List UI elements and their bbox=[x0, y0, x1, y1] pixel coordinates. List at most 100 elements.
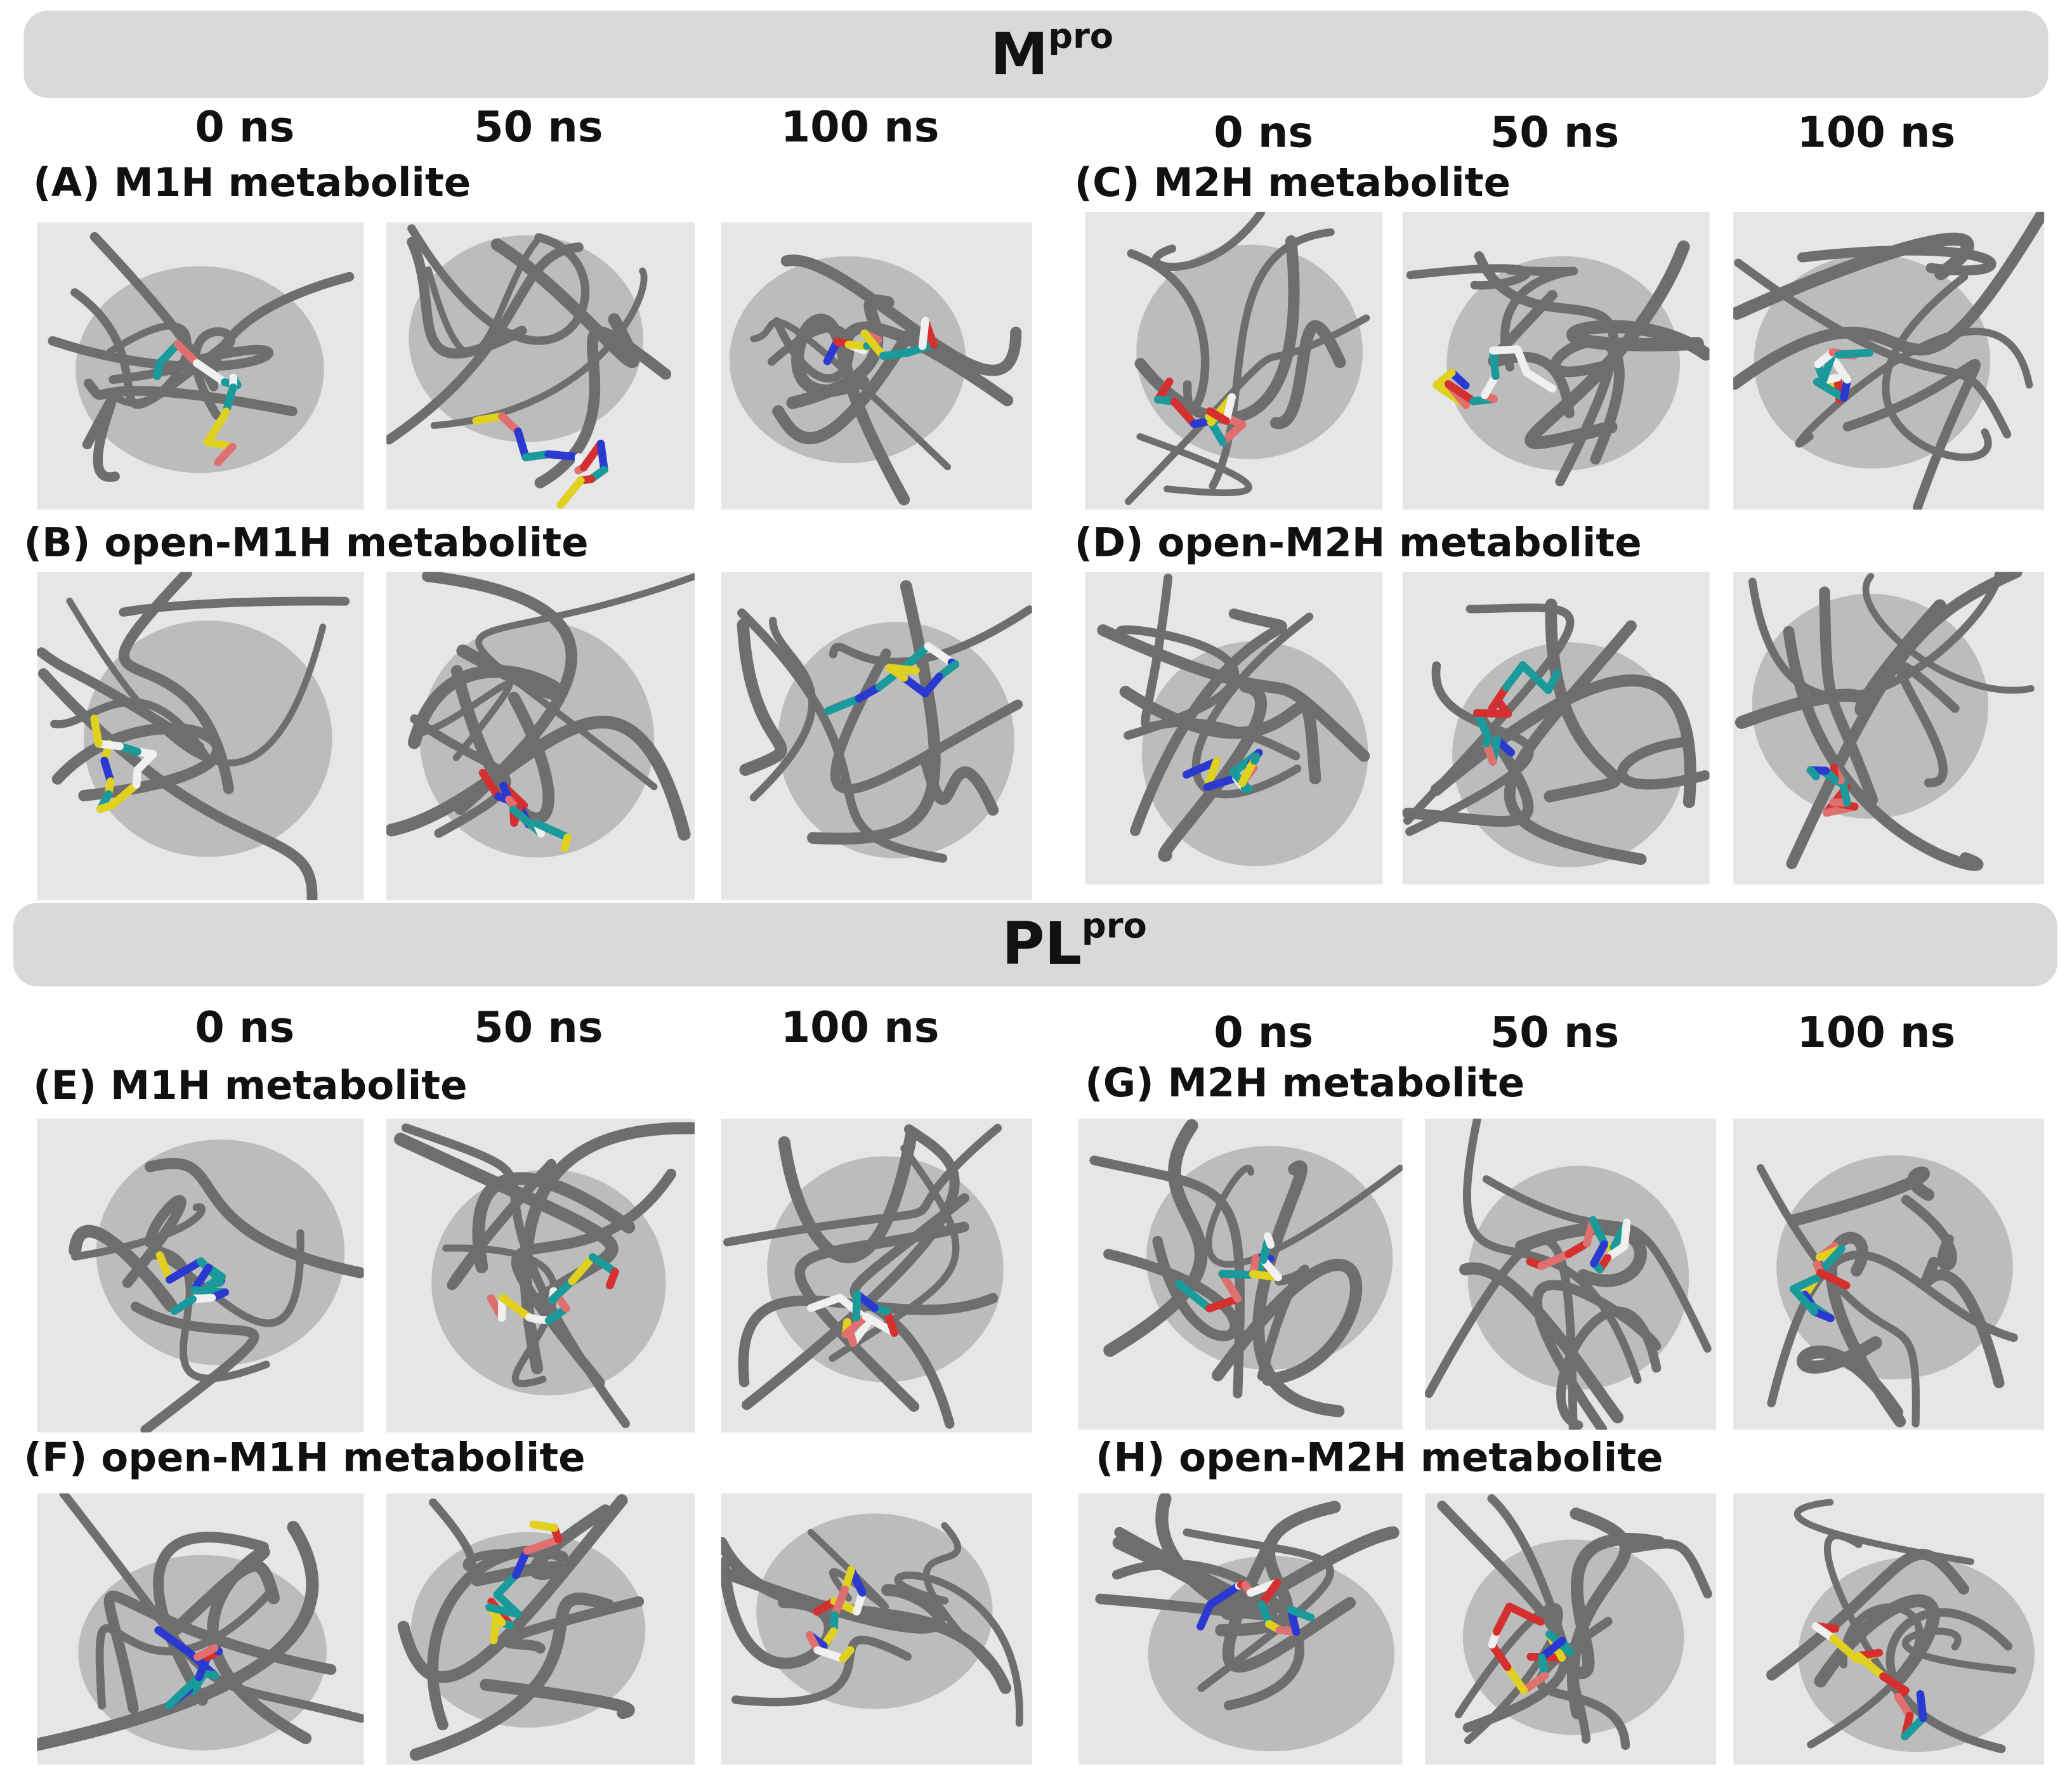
ligand-bond bbox=[1620, 1218, 1631, 1251]
ribbon bbox=[772, 330, 914, 445]
ribbon bbox=[1783, 626, 1984, 871]
structure-snapshot bbox=[1402, 211, 1710, 510]
ligand-bond bbox=[1218, 1270, 1254, 1279]
ribbon bbox=[1136, 433, 1252, 497]
ribbon bbox=[1567, 1508, 1632, 1719]
structure-snapshot bbox=[37, 222, 364, 510]
ligand-bond bbox=[1505, 1602, 1545, 1626]
ligand-bond bbox=[1523, 368, 1557, 393]
ligand-bond bbox=[529, 1520, 558, 1532]
ligand-bond bbox=[166, 1257, 205, 1284]
ligand-bond bbox=[472, 412, 506, 425]
ligand-bond bbox=[1854, 1652, 1887, 1681]
ribbon bbox=[750, 319, 952, 471]
ribbon bbox=[145, 1158, 364, 1278]
ribbon bbox=[147, 1229, 305, 1327]
structure-snapshot bbox=[1733, 211, 2045, 510]
panel-label: (G) M2H metabolite bbox=[1085, 1060, 1524, 1106]
title-main: M bbox=[990, 20, 1048, 88]
time-label: 0 ns bbox=[195, 102, 294, 152]
ribbon bbox=[1504, 620, 1647, 865]
ribbon bbox=[1842, 359, 1981, 510]
ligand-bond bbox=[900, 673, 929, 698]
ribbon bbox=[475, 573, 695, 791]
surface bbox=[1446, 256, 1681, 471]
ribbon bbox=[1112, 1493, 1242, 1614]
ligand-bond bbox=[1203, 773, 1240, 791]
ligand-bond bbox=[836, 1293, 869, 1322]
ligand-bond bbox=[1473, 709, 1512, 718]
ribbon bbox=[1183, 1528, 1334, 1692]
structure-snapshot bbox=[1078, 1493, 1403, 1765]
structure-snapshot bbox=[1733, 572, 2045, 884]
ribbon bbox=[1793, 1499, 1974, 1565]
ligand-bond bbox=[173, 340, 201, 367]
ligand-bond bbox=[596, 440, 608, 474]
ribbon bbox=[1097, 624, 1370, 762]
ribbon bbox=[71, 1203, 206, 1261]
ribbon bbox=[1786, 572, 2023, 869]
ribbon bbox=[118, 572, 234, 794]
ribbon bbox=[1127, 249, 1210, 412]
ligand-bond bbox=[108, 780, 141, 810]
ligand-bond bbox=[1790, 1285, 1818, 1316]
ribbon bbox=[731, 1635, 912, 1707]
ligand-bond bbox=[839, 1646, 855, 1663]
ligand-bond bbox=[523, 1535, 563, 1555]
ligand-bond bbox=[493, 1591, 523, 1619]
ribbon bbox=[450, 665, 554, 825]
ribbon bbox=[472, 1172, 636, 1273]
ligand-bond bbox=[556, 476, 585, 509]
surface bbox=[96, 1139, 345, 1366]
ribbon bbox=[1616, 736, 1710, 790]
ligand-bond bbox=[1829, 1634, 1861, 1664]
ribbon bbox=[749, 617, 816, 802]
ribbon bbox=[1257, 1265, 1310, 1381]
ribbon bbox=[169, 1560, 280, 1636]
structure-snapshot bbox=[1078, 1119, 1403, 1430]
ligand-bond bbox=[170, 1295, 197, 1315]
ribbon bbox=[480, 1678, 635, 1719]
ribbon bbox=[1130, 608, 1287, 836]
ligand-bond bbox=[852, 1290, 862, 1322]
panel-label: (A) M1H metabolite bbox=[33, 159, 471, 206]
time-label: 0 ns bbox=[1214, 1008, 1313, 1057]
ligand-bond bbox=[1502, 661, 1527, 692]
ligand-bond bbox=[155, 1251, 174, 1284]
ligand-bond bbox=[1170, 397, 1198, 428]
ligand-bond bbox=[1257, 1578, 1282, 1608]
ribbon bbox=[1211, 1258, 1363, 1386]
ligand-bond bbox=[830, 1585, 849, 1619]
ribbon bbox=[1459, 1262, 1624, 1424]
panel-label: (E) M1H metabolite bbox=[33, 1062, 467, 1108]
ribbon bbox=[421, 572, 577, 815]
ribbon bbox=[1134, 235, 1300, 424]
ribbon bbox=[1625, 1539, 1712, 1599]
ligand-bond bbox=[90, 714, 103, 748]
ribbon bbox=[894, 1572, 1023, 1727]
snapshot-bg bbox=[1733, 572, 2045, 884]
ribbon bbox=[922, 1521, 1001, 1678]
ligand-bond bbox=[807, 1293, 844, 1312]
ribbon bbox=[737, 619, 787, 776]
title-sup: pro bbox=[1048, 16, 1113, 56]
ligand-bond bbox=[222, 383, 237, 416]
ribbon bbox=[1550, 336, 1625, 465]
ribbon bbox=[407, 644, 567, 749]
structure-snapshot bbox=[386, 222, 695, 510]
structure-snapshot bbox=[1733, 1119, 2045, 1430]
ligand-bond bbox=[605, 1268, 619, 1290]
structure-snapshot bbox=[1085, 572, 1383, 884]
ligand-bond bbox=[1175, 1280, 1214, 1313]
time-label: 50 ns bbox=[1490, 1008, 1619, 1057]
ligand-bond bbox=[823, 694, 863, 715]
ribbon bbox=[1524, 240, 1690, 449]
time-label: 100 ns bbox=[781, 1002, 940, 1052]
structure-snapshot bbox=[1402, 572, 1710, 884]
ribbon bbox=[723, 1124, 1002, 1247]
ribbon bbox=[1115, 625, 1240, 740]
ligand-bond bbox=[1816, 1268, 1851, 1290]
ligand-bond bbox=[560, 833, 572, 852]
time-label: 50 ns bbox=[474, 102, 603, 152]
